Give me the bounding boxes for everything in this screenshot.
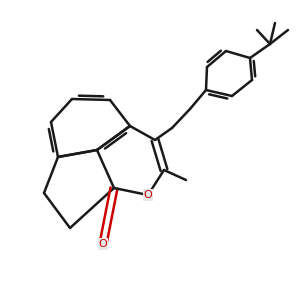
Text: O: O bbox=[144, 190, 152, 200]
Text: O: O bbox=[99, 239, 107, 249]
